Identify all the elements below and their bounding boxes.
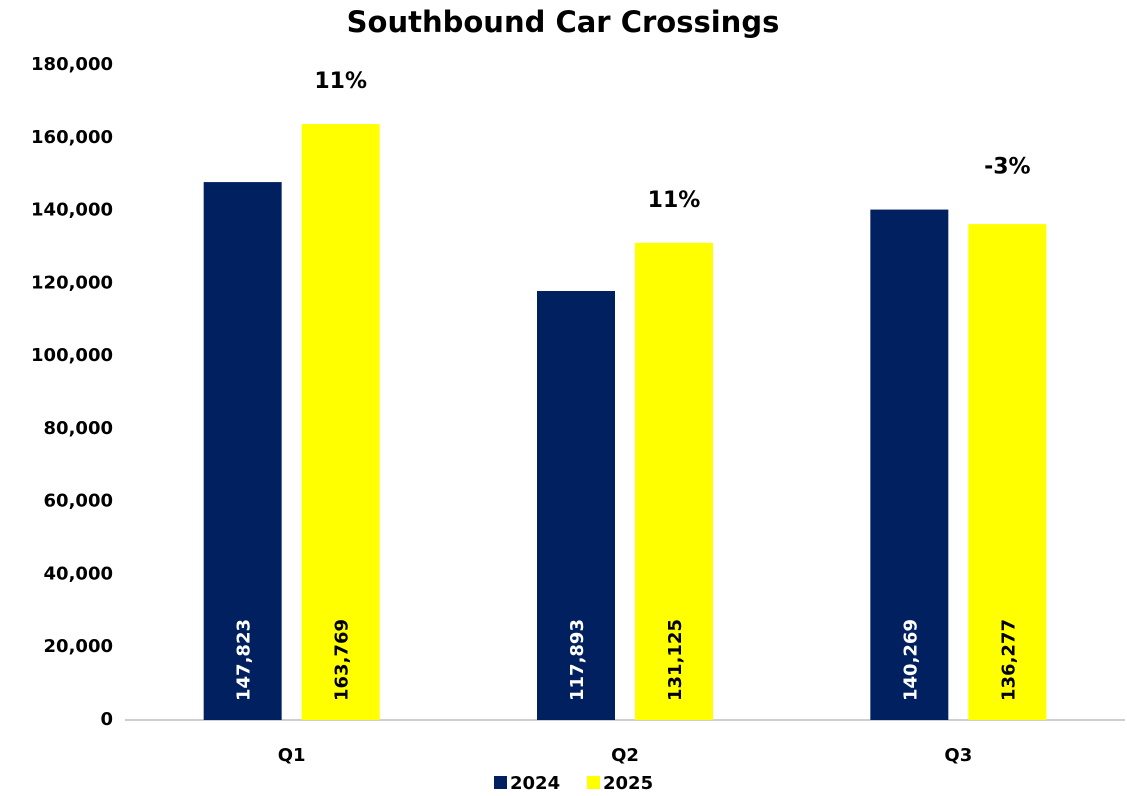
bar [301,124,380,720]
chart-title: Southbound Car Crossings [347,5,780,39]
y-tick-label: 160,000 [31,127,113,148]
bar [870,209,949,720]
bar [968,224,1047,720]
y-tick-label: 120,000 [31,272,113,293]
y-tick-label: 140,000 [31,200,113,221]
legend-swatch [494,776,507,789]
annotation: 11% [314,69,367,94]
y-tick-label: 20,000 [44,636,113,657]
data-label: 136,277 [998,619,1019,701]
y-tick-label: 180,000 [31,54,113,75]
x-tick-label: Q1 [278,745,306,766]
x-tick-label: Q3 [944,745,972,766]
y-tick-label: 100,000 [31,345,113,366]
data-label: 131,125 [665,619,686,701]
y-tick-label: 60,000 [44,491,113,512]
legend-label: 2024 [510,773,560,794]
bar [203,182,282,721]
data-label: 140,269 [900,619,921,701]
annotation: 11% [648,188,701,213]
bar [635,242,713,720]
y-tick-label: 0 [100,709,113,730]
bar [537,291,615,720]
annotation: -3% [984,155,1030,180]
x-tick-label: Q2 [611,745,639,766]
data-label: 117,893 [567,619,588,701]
legend-swatch [587,776,600,789]
legend-label: 2025 [603,773,653,794]
data-label: 147,823 [234,619,255,701]
y-tick-label: 80,000 [44,418,113,439]
y-tick-label: 40,000 [44,563,113,584]
data-label: 163,769 [332,619,353,701]
